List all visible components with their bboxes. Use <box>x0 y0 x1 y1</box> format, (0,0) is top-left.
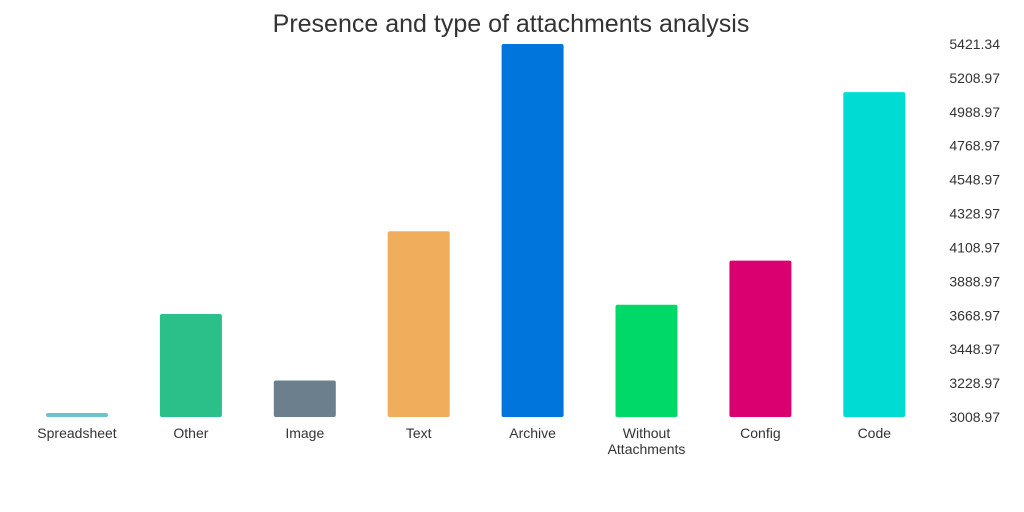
x-category-label: Code <box>858 425 892 441</box>
bar-code <box>843 92 906 417</box>
x-category-label: Image <box>285 425 324 441</box>
y-tick-label: 5208.97 <box>949 70 1000 86</box>
x-category-label: Without Attachments <box>608 425 686 457</box>
x-category-label: Text <box>406 425 432 441</box>
bar-text <box>387 231 450 417</box>
y-tick-label: 4548.97 <box>949 172 1000 188</box>
x-category-label: Archive <box>509 425 556 441</box>
x-category-label: Other <box>173 425 208 441</box>
bar-config <box>729 260 792 417</box>
y-tick-label: 3228.97 <box>949 375 1000 391</box>
y-tick-label: 4328.97 <box>949 206 1000 222</box>
bar-spreadsheet <box>46 413 108 417</box>
bar-without-attachments <box>615 304 678 417</box>
bar-other <box>159 314 222 417</box>
bar-image <box>273 380 336 417</box>
y-tick-label: 4988.97 <box>949 104 1000 120</box>
x-category-label: Spreadsheet <box>37 425 117 441</box>
y-tick-label: 3888.97 <box>949 273 1000 289</box>
y-tick-label: 4108.97 <box>949 239 1000 255</box>
chart-title: Presence and type of attachments analysi… <box>272 10 750 38</box>
y-tick-label: 3668.97 <box>949 307 1000 323</box>
y-tick-label: 4768.97 <box>949 138 1000 154</box>
y-tick-label: 3448.97 <box>949 341 1000 357</box>
bar-archive <box>501 44 564 417</box>
y-tick-label: 3008.97 <box>949 409 1000 425</box>
y-tick-label: 5421.34 <box>949 36 1000 52</box>
x-category-label: Config <box>740 425 780 441</box>
